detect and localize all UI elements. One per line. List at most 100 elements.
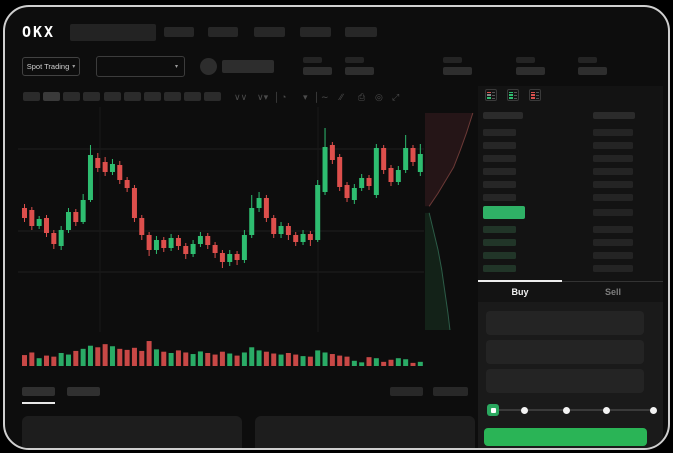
timeframe-chip[interactable] [184,92,201,101]
nav-item-skeleton[interactable] [345,27,377,37]
bottom-action-skeleton[interactable] [433,387,468,396]
indicator-icon[interactable]: ◔ [281,92,287,102]
book-bar [487,91,491,93]
book-bar [509,94,513,96]
stat-value-skeleton [578,67,607,75]
history-panel-skeleton [255,416,475,448]
candles-group [22,128,423,268]
timeframe-chip[interactable] [164,92,181,101]
bottom-tab-skeleton[interactable] [22,387,55,396]
tab-sell[interactable]: Sell [604,287,621,297]
search-input-skeleton[interactable] [70,24,156,41]
pair-name-skeleton [222,60,274,73]
price-chart[interactable] [18,107,478,367]
ask-price-skeleton [483,181,516,188]
stat-label-skeleton [443,57,462,63]
timeframe-chip[interactable] [83,92,100,101]
bid-amount-skeleton [593,265,633,272]
slider-step-dot[interactable] [650,407,657,414]
nav-item-skeleton[interactable] [164,27,194,37]
draw-tool-icon[interactable]: ∕∕ [340,92,344,102]
tab-buy[interactable]: Buy [511,287,529,297]
last-price-badge[interactable] [483,206,525,219]
bottom-tab-skeleton[interactable] [67,387,100,396]
slider-handle-inner [490,407,496,413]
volume-group [22,341,423,366]
orderbook-header-skeleton [483,112,523,119]
market-type-label: Spot Trading [26,62,70,71]
ask-amount-skeleton [593,142,633,149]
stat-label-skeleton [578,57,597,63]
slider-step-dot[interactable] [563,407,570,414]
line-tool-icon[interactable]: ∼ [321,92,329,102]
timeframe-chip[interactable] [23,92,40,101]
trade-input-skeleton[interactable] [486,311,644,335]
book-bar [531,97,535,99]
chevron-down-icon: ▾ [72,64,76,70]
book-bar [509,97,513,99]
bid-price-skeleton [483,239,516,246]
market-type-dropdown[interactable]: Spot Trading ▾ [22,57,80,76]
timeframe-chip[interactable] [63,92,80,101]
stat-value-skeleton [345,67,374,75]
nav-item-skeleton[interactable] [254,27,285,37]
buy-submit-button[interactable] [484,428,647,446]
trade-input-skeleton[interactable] [486,369,644,393]
book-bids-icon[interactable] [507,89,519,101]
book-bar [531,94,535,96]
slider-step-dot[interactable] [603,407,610,414]
nav-item-skeleton[interactable] [208,27,238,37]
settings-icon[interactable]: ◎ [375,92,383,102]
okx-logo: OKX [22,23,56,41]
timeframe-chip[interactable] [204,92,221,101]
ask-amount-skeleton [593,181,633,188]
book-asks-icon[interactable] [529,89,541,101]
trade-input-skeleton[interactable] [486,340,644,364]
ask-amount-skeleton [593,168,633,175]
book-rows-glyph [536,92,539,99]
app-window: OKX Spot Trading ▾ ▾ ∨∨ ∨▾ │ ◔ ▾ │ ∼ ∕∕ ⎙ ◎ ⤢ Buy S… [3,5,670,450]
book-bar [509,91,513,93]
timeframe-chip[interactable] [124,92,141,101]
bottom-active-tab-indicator [22,402,55,404]
ask-price-skeleton [483,129,516,136]
slider-handle[interactable] [487,404,499,416]
ask-price-skeleton [483,155,516,162]
expand-icon[interactable]: ⤢ [392,92,400,102]
ask-price-skeleton [483,194,516,201]
ask-price-skeleton [483,168,516,175]
candle-style-icon[interactable]: ∨∨ [234,92,248,102]
amount-slider-track[interactable] [490,409,654,411]
bottom-action-skeleton[interactable] [390,387,423,396]
pair-dropdown[interactable]: ▾ [96,56,185,77]
timeframe-chip[interactable] [43,92,60,101]
book-bar [487,97,491,99]
screenshot-icon[interactable]: ⎙ [358,92,366,102]
bid-price-skeleton [483,226,516,233]
toolbar-divider: │ [274,92,280,102]
tab-divider [562,281,663,282]
chart-type-dropdown-icon[interactable]: ∨▾ [257,92,269,102]
stat-value-skeleton [443,67,472,75]
stat-label-skeleton [303,57,322,63]
stat-value-skeleton [303,67,332,75]
timeframe-chip[interactable] [104,92,121,101]
slider-step-dot[interactable] [521,407,528,414]
ask-price-skeleton [483,142,516,149]
nav-item-skeleton[interactable] [300,27,331,37]
ask-amount-skeleton [593,194,633,201]
timeframe-chip[interactable] [144,92,161,101]
stat-label-skeleton [516,57,535,63]
chevron-down-icon: ▾ [174,64,178,70]
app-content: OKX Spot Trading ▾ ▾ ∨∨ ∨▾ │ ◔ ▾ │ ∼ ∕∕ ⎙ ◎ ⤢ Buy S… [5,7,668,448]
buy-tab-indicator [478,280,562,282]
book-all-icon[interactable] [485,89,497,101]
indicator-caret-icon[interactable]: ▾ [303,92,308,102]
bid-price-skeleton [483,252,516,259]
toolbar-divider: │ [314,92,320,102]
book-bar [487,94,491,96]
stat-label-skeleton [345,57,364,63]
pair-coin-icon [200,58,217,75]
orders-panel-skeleton [22,416,242,448]
book-rows-glyph [492,92,495,99]
